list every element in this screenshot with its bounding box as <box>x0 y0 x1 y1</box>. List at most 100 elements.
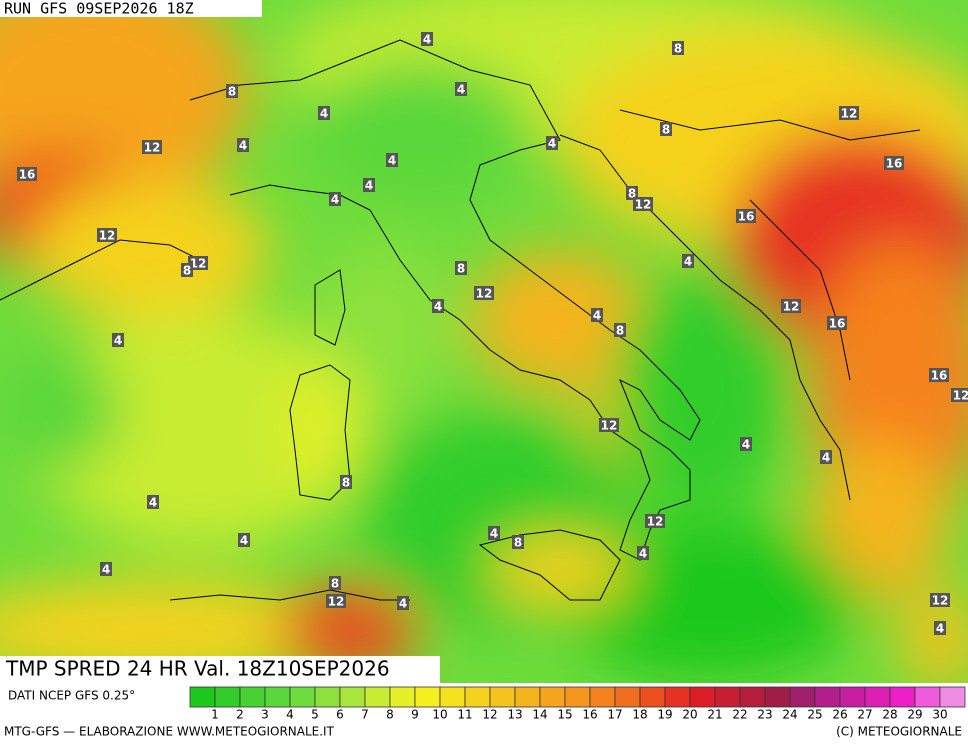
field-title: TMP SPRED 24 HR Val. 18Z10SEP2026 <box>5 657 390 681</box>
source: DATI NCEP GFS 0.25° <box>8 689 135 703</box>
contour-label-box <box>112 333 124 347</box>
legend-label: 20 <box>682 708 697 722</box>
legend-swatch <box>614 686 641 708</box>
legend-label: 25 <box>807 708 822 722</box>
contour-label-box <box>17 167 37 181</box>
color-legend: 1 2 3 4 5 6 7 8 9 10 11 12 13 14 15 16 17 18 19 20 21 22 23 24 2… <box>189 686 966 722</box>
contour-label: 16 <box>19 168 36 182</box>
contour-label-box <box>100 562 112 576</box>
contour-label: 12 <box>783 300 800 314</box>
contour-label: 4 <box>331 193 339 207</box>
contour-label: 12 <box>144 141 161 155</box>
contour-label: 4 <box>457 83 465 97</box>
legend-label: 16 <box>582 708 597 722</box>
contour-label-box <box>934 621 946 635</box>
legend-swatch <box>514 686 541 708</box>
contour-label: 16 <box>886 157 903 171</box>
contour-label: 16 <box>738 210 755 224</box>
contour-label-box <box>740 437 752 451</box>
legend-swatch <box>639 686 666 708</box>
contour-label: 4 <box>434 300 442 314</box>
contour-label: 8 <box>331 577 339 591</box>
legend-swatch <box>189 686 216 708</box>
contour-label-box <box>340 475 352 489</box>
legend-swatch <box>489 686 516 708</box>
contour-label: 4 <box>149 496 157 510</box>
field-title-box <box>0 656 440 683</box>
legend-swatch <box>264 686 291 708</box>
legend-label: 26 <box>832 708 847 722</box>
contour-label-box <box>181 263 193 277</box>
legend-swatch <box>814 686 841 708</box>
contour-label: 12 <box>190 257 207 271</box>
legend-label: 7 <box>361 708 369 722</box>
legend-label: 13 <box>507 708 522 722</box>
legend-swatch <box>314 686 341 708</box>
legend-swatch <box>939 686 966 708</box>
contour-label: 4 <box>593 309 601 323</box>
contour-label-box <box>637 546 649 560</box>
run-title: RUN GFS 09SEP2026 18Z <box>4 0 194 18</box>
contour-label-box <box>512 535 524 549</box>
legend-swatch <box>739 686 766 708</box>
contour-label: 4 <box>423 33 431 47</box>
contour-label: 4 <box>399 597 407 611</box>
contour-label: 8 <box>183 264 191 278</box>
legend-label: 11 <box>457 708 472 722</box>
legend-label: 2 <box>236 708 244 722</box>
legend-swatch <box>289 686 316 708</box>
contour-label: 4 <box>490 527 498 541</box>
contour-label-box <box>951 388 968 402</box>
contour-label: 4 <box>548 137 556 151</box>
legend-label: 14 <box>532 708 547 722</box>
contour-label-box <box>363 178 375 192</box>
legend-label: 21 <box>707 708 722 722</box>
legend-label: 18 <box>632 708 647 722</box>
contour-label-box <box>421 32 433 46</box>
contour-label: 4 <box>388 154 396 168</box>
legend-swatch <box>239 686 266 708</box>
contour-label-box <box>546 136 558 150</box>
legend-label: 10 <box>432 708 447 722</box>
contour-label-box <box>884 156 904 170</box>
legend-label: 24 <box>782 708 797 722</box>
contour-label-box <box>591 308 603 322</box>
legend-label: 19 <box>657 708 672 722</box>
contour-label: 12 <box>647 515 664 529</box>
contour-label: 12 <box>841 107 858 121</box>
contour-label-box <box>455 82 467 96</box>
contour-label: 8 <box>342 476 350 490</box>
legend-label: 8 <box>386 708 394 722</box>
contour-label-box <box>318 106 330 120</box>
contour-label: 12 <box>932 594 949 608</box>
legend-swatch <box>389 686 416 708</box>
legend-label: 15 <box>557 708 572 722</box>
legend-label: 29 <box>907 708 922 722</box>
legend-swatch <box>914 686 941 708</box>
legend-label: 23 <box>757 708 772 722</box>
legend-label: 5 <box>311 708 319 722</box>
contour-label: 4 <box>639 547 647 561</box>
contour-label-box <box>827 316 847 330</box>
legend-swatch <box>839 686 866 708</box>
legend-swatch <box>539 686 566 708</box>
contour-label-box <box>238 533 250 547</box>
legend-label: 27 <box>857 708 872 722</box>
contour-label: 4 <box>240 534 248 548</box>
contour-label-box <box>672 41 684 55</box>
legend-swatch <box>789 686 816 708</box>
legend-swatch <box>764 686 791 708</box>
legend-swatch <box>589 686 616 708</box>
legend-label: 22 <box>732 708 747 722</box>
legend-swatch <box>214 686 241 708</box>
contour-label: 12 <box>99 229 116 243</box>
contour-label-box <box>645 514 665 528</box>
contour-label: 8 <box>514 536 522 550</box>
header-box <box>0 0 262 17</box>
legend-label: 12 <box>482 708 497 722</box>
contour-label: 4 <box>365 179 373 193</box>
contour-label-box <box>781 299 801 313</box>
contour-label-box <box>599 418 619 432</box>
contour-label: 4 <box>102 563 110 577</box>
